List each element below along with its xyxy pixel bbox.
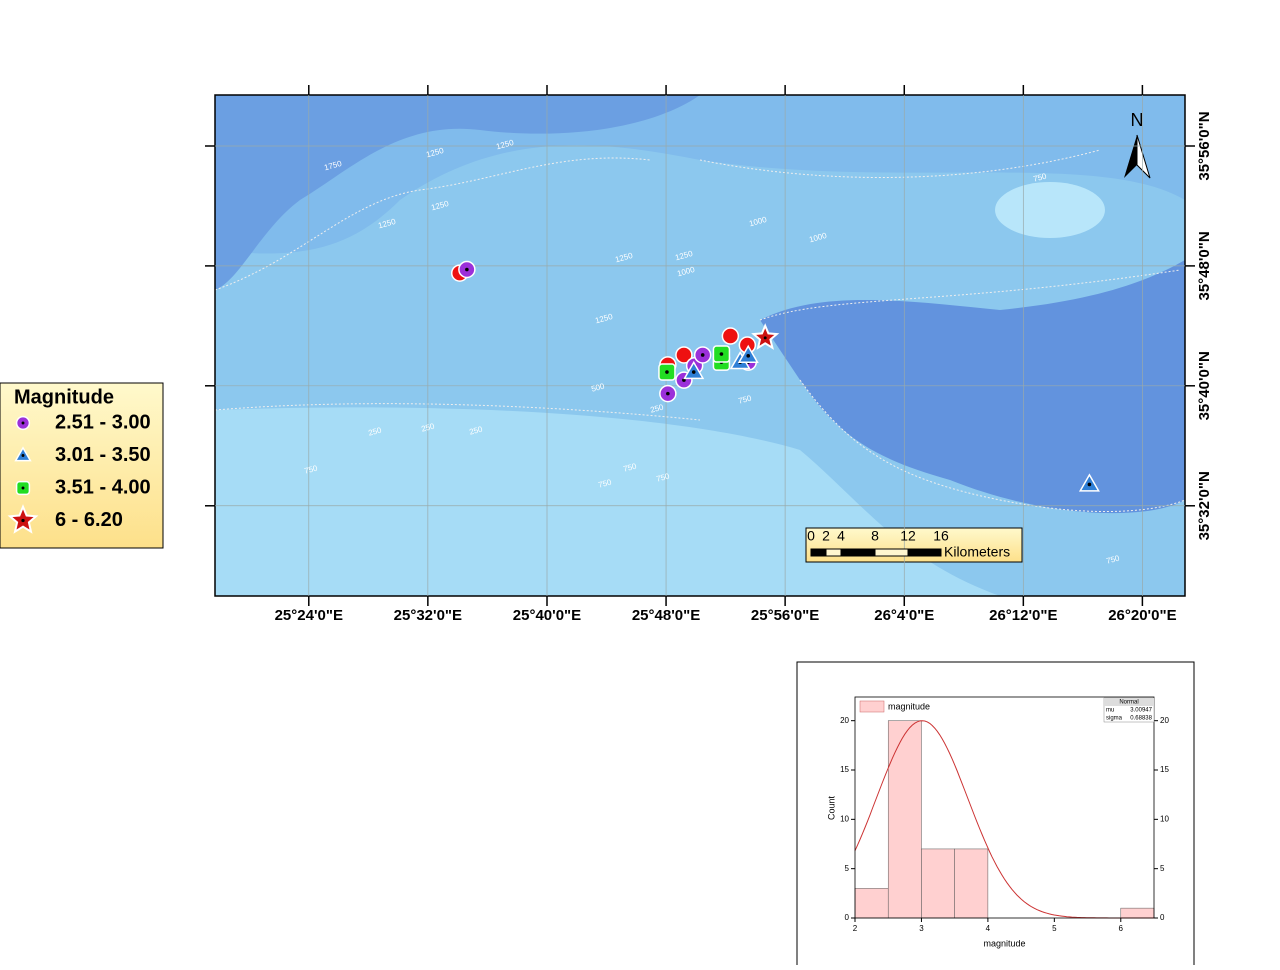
fit-param-value: 3.00947 bbox=[1130, 708, 1152, 714]
x-tick-label: 2 bbox=[853, 924, 858, 933]
scale-tick: 12 bbox=[900, 528, 916, 544]
marker-dot bbox=[700, 353, 705, 357]
marker-dot bbox=[665, 370, 669, 374]
scale-segment bbox=[810, 548, 827, 557]
scale-unit: Kilometers bbox=[944, 544, 1010, 560]
contour-label: 750 bbox=[655, 471, 671, 483]
x-tick-label: 5 bbox=[1052, 924, 1057, 933]
event-marker bbox=[675, 346, 693, 364]
y-tick-label: 5 bbox=[1160, 864, 1165, 873]
contour-label: 750 bbox=[1032, 171, 1048, 183]
histogram-bar bbox=[921, 848, 955, 919]
contour-label: 750 bbox=[303, 463, 319, 475]
y-tick-label: 35°32'0"N bbox=[1196, 471, 1213, 540]
fit-param-name: mu bbox=[1106, 708, 1114, 714]
x-tick-label: 25°24'0"E bbox=[275, 607, 343, 624]
marker-dot bbox=[719, 352, 724, 356]
marker-dot bbox=[21, 518, 25, 523]
y-tick-label: 35°56'0"N bbox=[1196, 111, 1213, 180]
marker-dot bbox=[682, 378, 686, 382]
fit-title: Normal bbox=[1119, 700, 1138, 706]
histogram-bar bbox=[887, 720, 922, 919]
y-tick-label: 0 bbox=[845, 913, 850, 922]
histogram-bar bbox=[854, 888, 889, 919]
scale-tick: 2 bbox=[822, 528, 830, 544]
fit-box-header bbox=[1104, 698, 1154, 706]
scale-segment bbox=[874, 548, 909, 557]
y-tick-label: 35°40'0"N bbox=[1196, 351, 1213, 420]
fit-param-name: sigma bbox=[1106, 716, 1123, 722]
y-tick-label: 10 bbox=[1160, 814, 1169, 823]
y-axis-label: Count bbox=[826, 796, 836, 821]
x-tick-label: 25°32'0"E bbox=[394, 607, 462, 624]
contour-label: 500 bbox=[590, 381, 606, 393]
histogram-bar bbox=[1120, 907, 1155, 919]
contour-label: 750 bbox=[737, 393, 753, 405]
y-tick-label: 15 bbox=[840, 765, 849, 774]
map-background bbox=[215, 95, 1185, 596]
legend-swatch bbox=[859, 700, 885, 713]
x-tick-label: 25°40'0"E bbox=[513, 607, 581, 624]
scale-tick: 8 bbox=[871, 528, 879, 544]
marker-dot bbox=[746, 354, 751, 358]
marker-dot bbox=[666, 391, 670, 396]
y-tick-label: 20 bbox=[840, 716, 849, 725]
x-tick-label: 26°4'0"E bbox=[874, 607, 934, 624]
x-tick-label: 4 bbox=[986, 924, 991, 933]
legend-label: 3.01 - 3.50 bbox=[55, 444, 151, 466]
scale-tick: 16 bbox=[933, 528, 949, 544]
x-tick-label: 26°12'0"E bbox=[989, 607, 1057, 624]
contour-label: 250 bbox=[420, 421, 436, 433]
contour-label: 250 bbox=[649, 402, 665, 414]
x-tick-label: 25°48'0"E bbox=[632, 607, 700, 624]
plot-frame bbox=[854, 696, 1155, 919]
map-frame bbox=[214, 94, 1186, 597]
event-marker bbox=[721, 327, 740, 345]
contour-label: 250 bbox=[367, 425, 383, 437]
legend-title: Magnitude bbox=[14, 386, 114, 408]
scale-segment bbox=[825, 548, 842, 557]
y-tick-label: 20 bbox=[1160, 716, 1169, 725]
x-tick-label: 6 bbox=[1119, 924, 1124, 933]
marker-dot bbox=[21, 486, 25, 490]
legend-label: 2.51 - 3.00 bbox=[55, 411, 151, 433]
fit-param-value: 0.68838 bbox=[1130, 716, 1152, 722]
y-tick-label: 0 bbox=[1160, 913, 1165, 922]
y-tick-label: 35°48'0"N bbox=[1196, 231, 1213, 300]
y-tick-label: 10 bbox=[840, 814, 849, 823]
marker-dot bbox=[1087, 482, 1092, 487]
x-tick-label: 3 bbox=[919, 924, 924, 933]
legend-label: 3.51 - 4.00 bbox=[55, 476, 151, 498]
marker-dot bbox=[763, 336, 767, 340]
legend-label: magnitude bbox=[888, 701, 930, 711]
x-tick-label: 25°56'0"E bbox=[751, 607, 819, 624]
contour-label: 750 bbox=[1105, 553, 1121, 565]
marker-dot bbox=[21, 454, 25, 457]
marker-dot bbox=[21, 421, 25, 425]
y-tick-label: 15 bbox=[1160, 765, 1169, 774]
marker-dot bbox=[465, 267, 469, 272]
scale-segment bbox=[840, 548, 876, 557]
histogram-bar bbox=[954, 848, 989, 919]
contour-label: 750 bbox=[622, 461, 638, 473]
scale-tick: 4 bbox=[837, 528, 845, 544]
contour-label: 750 bbox=[597, 477, 613, 489]
y-tick-label: 5 bbox=[845, 864, 850, 873]
marker-dot bbox=[691, 370, 696, 374]
scale-tick: 0 bbox=[807, 528, 815, 544]
x-axis-label: magnitude bbox=[983, 938, 1025, 948]
legend-label: 6 - 6.20 bbox=[55, 509, 123, 531]
scale-segment bbox=[907, 548, 942, 557]
north-label: N bbox=[1131, 110, 1144, 130]
x-tick-label: 26°20'0"E bbox=[1108, 607, 1176, 624]
contour-label: 250 bbox=[468, 424, 484, 436]
